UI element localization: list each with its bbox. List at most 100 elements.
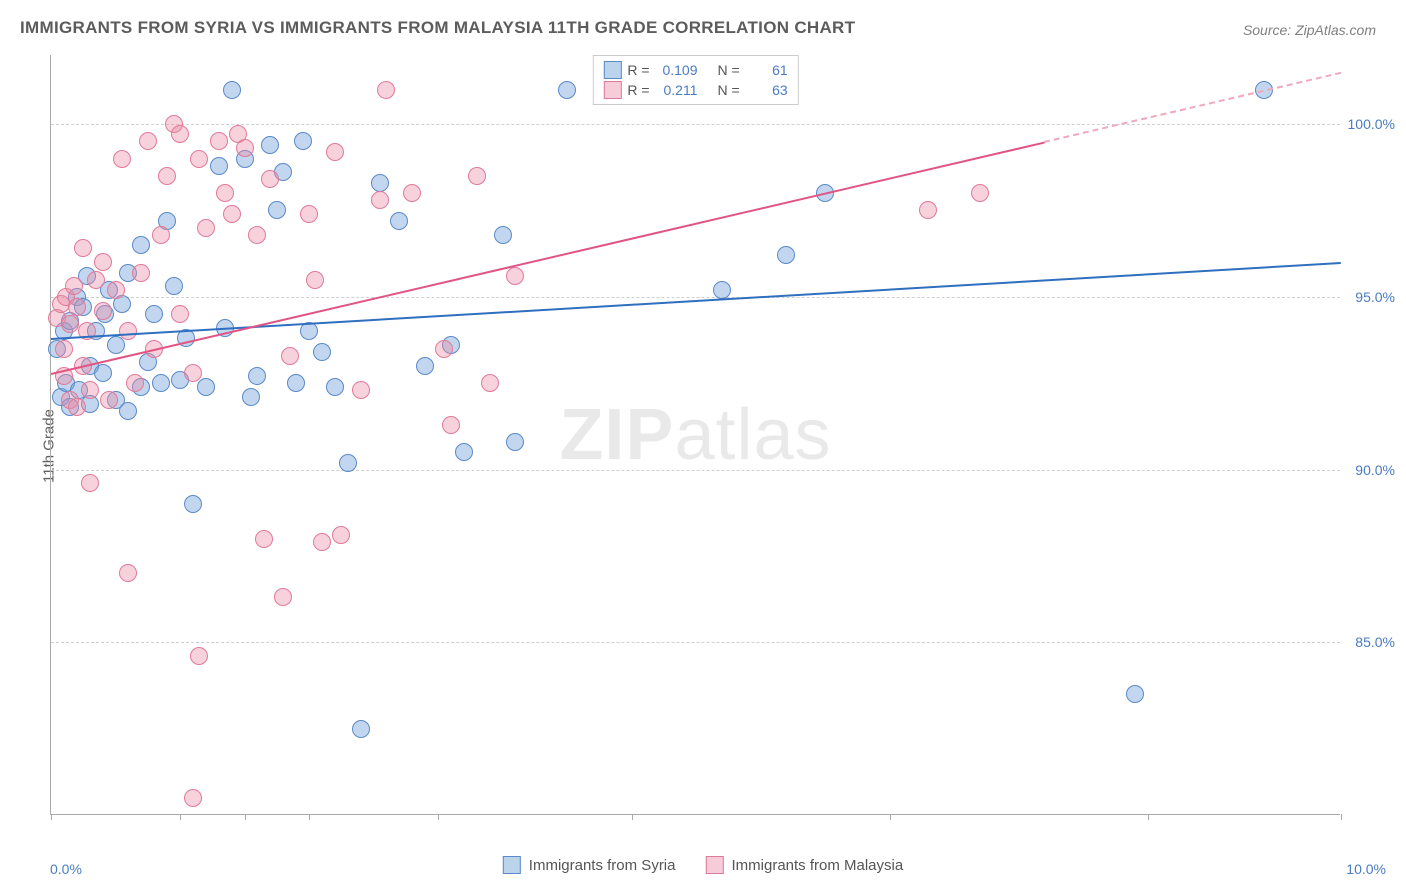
trend-line — [51, 141, 1045, 374]
y-tick-label: 100.0% — [1345, 116, 1395, 132]
data-point — [223, 205, 241, 223]
data-point — [468, 167, 486, 185]
data-point — [416, 357, 434, 375]
data-point — [558, 81, 576, 99]
x-tick — [890, 814, 891, 820]
x-axis-min: 0.0% — [50, 861, 82, 877]
data-point — [119, 322, 137, 340]
data-point — [339, 454, 357, 472]
x-tick — [632, 814, 633, 820]
data-point — [371, 191, 389, 209]
legend-row-malaysia: R = 0.211 N = 63 — [603, 80, 787, 100]
trend-line-dashed — [1044, 72, 1341, 143]
data-point — [132, 264, 150, 282]
y-tick-label: 90.0% — [1345, 462, 1395, 478]
data-point — [403, 184, 421, 202]
data-point — [294, 132, 312, 150]
data-point — [919, 201, 937, 219]
gridline — [51, 124, 1340, 125]
plot-area: ZIPatlas R = 0.109 N = 61 R = 0.211 N = … — [50, 55, 1340, 815]
data-point — [281, 347, 299, 365]
data-point — [68, 398, 86, 416]
data-point — [55, 340, 73, 358]
data-point — [197, 219, 215, 237]
data-point — [442, 416, 460, 434]
data-point — [326, 143, 344, 161]
data-point — [210, 132, 228, 150]
data-point — [313, 533, 331, 551]
x-axis-max: 10.0% — [1346, 861, 1386, 877]
data-point — [216, 184, 234, 202]
data-point — [377, 81, 395, 99]
data-point — [165, 277, 183, 295]
gridline — [51, 470, 1340, 471]
data-point — [777, 246, 795, 264]
legend-swatch-malaysia — [706, 856, 724, 874]
data-point — [455, 443, 473, 461]
x-tick — [1148, 814, 1149, 820]
data-point — [268, 201, 286, 219]
data-point — [306, 271, 324, 289]
data-point — [61, 315, 79, 333]
data-point — [494, 226, 512, 244]
data-point — [506, 433, 524, 451]
data-point — [1126, 685, 1144, 703]
x-tick — [245, 814, 246, 820]
data-point — [313, 343, 331, 361]
x-tick — [51, 814, 52, 820]
data-point — [171, 125, 189, 143]
data-point — [190, 150, 208, 168]
data-point — [81, 474, 99, 492]
data-point — [81, 381, 99, 399]
data-point — [481, 374, 499, 392]
gridline — [51, 297, 1340, 298]
data-point — [190, 647, 208, 665]
data-point — [87, 271, 105, 289]
data-point — [248, 226, 266, 244]
data-point — [65, 277, 83, 295]
source-label: Source: ZipAtlas.com — [1243, 22, 1376, 38]
x-tick — [180, 814, 181, 820]
data-point — [287, 374, 305, 392]
data-point — [332, 526, 350, 544]
y-tick-label: 85.0% — [1345, 634, 1395, 650]
data-point — [113, 150, 131, 168]
data-point — [197, 378, 215, 396]
data-point — [152, 226, 170, 244]
data-point — [242, 388, 260, 406]
data-point — [223, 81, 241, 99]
series-legend: Immigrants from Syria Immigrants from Ma… — [503, 856, 903, 874]
data-point — [152, 374, 170, 392]
gridline — [51, 642, 1340, 643]
data-point — [300, 205, 318, 223]
data-point — [74, 239, 92, 257]
data-point — [326, 378, 344, 396]
chart-title: IMMIGRANTS FROM SYRIA VS IMMIGRANTS FROM… — [20, 18, 855, 38]
data-point — [435, 340, 453, 358]
data-point — [390, 212, 408, 230]
legend-item-syria: Immigrants from Syria — [503, 856, 676, 874]
data-point — [100, 391, 118, 409]
swatch-syria — [603, 61, 621, 79]
data-point — [971, 184, 989, 202]
data-point — [184, 495, 202, 513]
data-point — [184, 789, 202, 807]
data-point — [713, 281, 731, 299]
data-point — [248, 367, 266, 385]
data-point — [352, 381, 370, 399]
data-point — [261, 136, 279, 154]
data-point — [261, 170, 279, 188]
data-point — [126, 374, 144, 392]
data-point — [158, 167, 176, 185]
watermark: ZIPatlas — [559, 394, 831, 476]
swatch-malaysia — [603, 81, 621, 99]
data-point — [68, 298, 86, 316]
data-point — [506, 267, 524, 285]
data-point — [255, 530, 273, 548]
data-point — [119, 402, 137, 420]
legend-swatch-syria — [503, 856, 521, 874]
data-point — [184, 364, 202, 382]
x-tick — [309, 814, 310, 820]
x-tick — [1341, 814, 1342, 820]
legend-item-malaysia: Immigrants from Malaysia — [706, 856, 904, 874]
